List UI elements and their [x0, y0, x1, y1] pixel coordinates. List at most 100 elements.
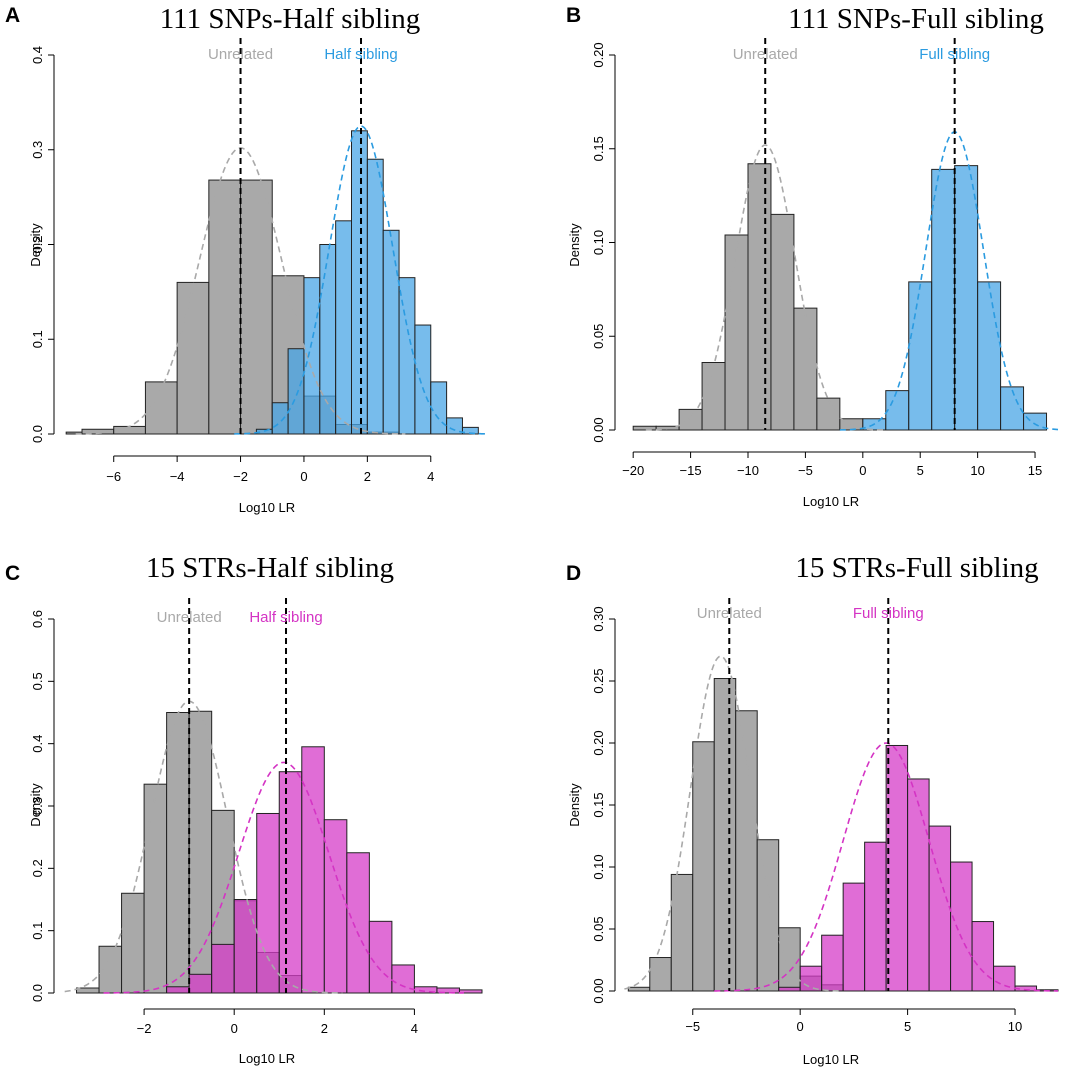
panel-title: 15 STRs-Half sibling: [146, 552, 394, 584]
histogram-bar: [391, 964, 415, 994]
x-tick-label: 4: [411, 1021, 418, 1036]
legend-label: Unrelated: [208, 46, 273, 63]
y-tick-label: 0.3: [30, 797, 45, 815]
histogram-bar: [971, 921, 995, 992]
histogram-bar: [346, 852, 370, 994]
histogram-bar: [211, 943, 235, 994]
histogram-bar: [458, 989, 483, 994]
y-axis-title: Density: [28, 783, 43, 827]
histogram-bar: [778, 927, 801, 992]
x-axis-title: Log10 LR: [239, 1051, 295, 1066]
histogram-bar: [414, 324, 432, 435]
histogram-bar: [166, 986, 190, 994]
density-curve: [839, 131, 1059, 431]
panel-title: 15 STRs-Full sibling: [795, 552, 1038, 584]
histogram-bar: [799, 965, 823, 992]
y-tick-label: 0.1: [30, 330, 45, 348]
histogram-bar: [287, 348, 305, 435]
legend-label: Full sibling: [853, 605, 924, 622]
x-tick-label: 0: [231, 1021, 238, 1036]
histogram-bar: [240, 179, 273, 435]
density-curve: [714, 742, 1059, 992]
y-tick-label: 0.0: [30, 425, 45, 443]
histogram-bar: [143, 783, 168, 994]
histogram-bar: [977, 281, 1002, 431]
histogram-bar: [770, 213, 795, 431]
series-unrelated: [627, 678, 844, 992]
series-full-sibling: [862, 165, 1048, 431]
x-tick-label: −5: [685, 1019, 700, 1034]
legend-label: Unrelated: [697, 605, 762, 622]
y-tick-label: 0.3: [30, 141, 45, 159]
x-tick-label: −15: [680, 463, 702, 478]
histogram-bar: [319, 244, 337, 435]
x-tick-label: 5: [917, 463, 924, 478]
histogram-bar: [908, 281, 933, 431]
panel-title: 111 SNPs-Half sibling: [160, 3, 420, 35]
histogram-bar: [430, 381, 448, 435]
histogram-bar: [208, 179, 242, 435]
panel-d: D 15 STRs-Full sibling Unrelated Full sibli…: [566, 552, 1059, 1067]
legend-label: Half sibling: [249, 609, 322, 626]
histogram-bar: [950, 861, 973, 992]
series-unrelated: [65, 179, 400, 435]
y-tick-label: 0.20: [591, 730, 606, 755]
density-curve: [645, 144, 885, 431]
histogram-bar: [188, 973, 213, 994]
y-tick-label: 0.25: [591, 668, 606, 693]
histogram-bar: [821, 934, 844, 992]
histogram-bar: [864, 841, 887, 992]
x-tick-label: 2: [321, 1021, 328, 1036]
histogram-bar: [301, 746, 325, 994]
panel-letter: A: [5, 4, 20, 27]
histogram-bar: [176, 281, 210, 435]
x-tick-label: 0: [300, 469, 307, 484]
x-tick-label: 5: [904, 1019, 911, 1034]
histogram-bar: [778, 986, 801, 992]
x-tick-label: 0: [859, 463, 866, 478]
histogram-bar: [121, 892, 145, 994]
panel-letter: D: [566, 562, 581, 585]
histogram-bar: [842, 882, 866, 992]
density-curve: [234, 125, 488, 435]
histogram-bar: [885, 390, 910, 431]
x-tick-label: −6: [106, 469, 121, 484]
series-full-sibling: [778, 744, 1059, 992]
histogram-bar: [271, 402, 289, 435]
y-tick-label: 0.1: [30, 922, 45, 940]
density-curve: [75, 147, 406, 435]
histogram-bar: [701, 362, 726, 431]
histogram-bar: [366, 158, 384, 435]
x-tick-label: −2: [137, 1021, 152, 1036]
y-tick-label: 0.4: [30, 46, 45, 64]
y-axis-title: Density: [567, 223, 582, 267]
histogram-bar: [724, 234, 749, 431]
x-tick-label: 4: [427, 469, 434, 484]
histogram-bar: [368, 920, 393, 994]
histogram-bar: [278, 771, 303, 994]
histogram-bar: [756, 839, 780, 992]
panel-b: B 111 SNPs-Full sibling Unrelated Full sibl…: [566, 3, 1059, 509]
y-tick-label: 0.00: [591, 978, 606, 1003]
x-tick-label: −20: [622, 463, 644, 478]
histogram-bar: [735, 710, 758, 992]
y-tick-label: 0.30: [591, 606, 606, 631]
legend-label: Unrelated: [157, 609, 222, 626]
x-axis-title: Log10 LR: [803, 494, 859, 509]
panel-letter: C: [5, 562, 20, 585]
density-curve: [624, 655, 842, 992]
y-tick-label: 0.15: [591, 792, 606, 817]
y-tick-label: 0.2: [30, 859, 45, 877]
x-tick-label: 0: [797, 1019, 804, 1034]
y-tick-label: 0.10: [591, 230, 606, 255]
panel-a: A 111 SNPs-Half sibling Unrelated Half sibl…: [5, 3, 488, 515]
legend-label: Unrelated: [733, 46, 798, 63]
histogram-bar: [816, 397, 841, 431]
histogram-bar: [713, 678, 737, 992]
x-tick-label: −2: [233, 469, 248, 484]
y-axis-title: Density: [567, 783, 582, 827]
x-axis-title: Log10 LR: [239, 500, 295, 515]
histogram-bar: [692, 741, 715, 992]
x-tick-label: 15: [1028, 463, 1042, 478]
